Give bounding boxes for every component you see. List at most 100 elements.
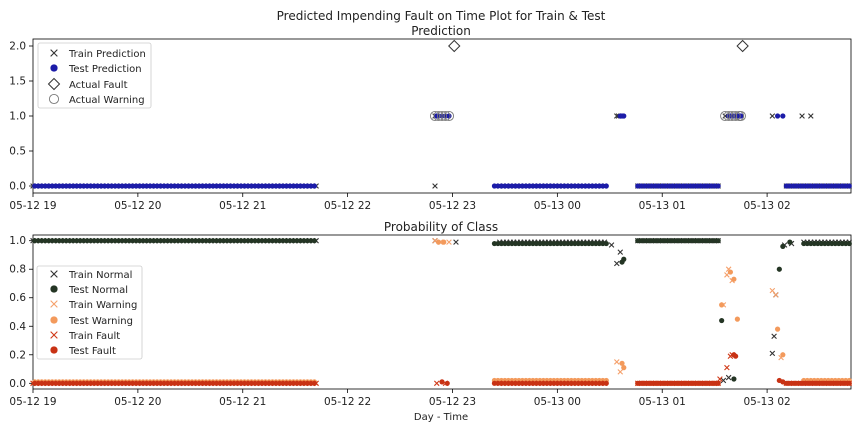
x-axis-label: Day - Time: [414, 412, 468, 423]
point-train-normal: [771, 333, 777, 340]
legend-marker-test-warning: [50, 316, 58, 324]
point-test-normal: [780, 243, 786, 250]
point-train-prediction: [799, 113, 805, 119]
x-tick-label: 05-13 00: [534, 200, 581, 212]
point-actual-warning: [433, 110, 444, 122]
point-test-normal: [719, 317, 725, 324]
x-tick-label: 05-13 02: [743, 396, 790, 408]
x-tick-label: 05-12 22: [324, 200, 371, 212]
point-train-warning: [769, 287, 776, 294]
series-test-prediction: [32, 113, 852, 189]
point-train-warning: [446, 239, 452, 245]
point-test-prediction: [846, 183, 852, 189]
y-tick-label: 0.0: [9, 378, 26, 390]
point-test-fault: [311, 380, 318, 386]
point-actual-warning: [429, 110, 441, 122]
point-train-prediction: [769, 113, 776, 119]
series-test-fault: [32, 352, 852, 386]
point-test-fault: [780, 379, 786, 385]
series-train-normal: [30, 237, 853, 384]
legend-marker-train-fault: [50, 331, 58, 339]
point-actual-warning: [436, 110, 448, 122]
legend-marker-train-prediction: [50, 49, 58, 57]
point-actual-warning: [735, 110, 746, 122]
point-train-fault: [717, 376, 723, 382]
legend-marker-test-fault: [50, 346, 58, 354]
legend-label-train-warning: Train Warning: [68, 300, 137, 311]
prediction-legend-box: [37, 42, 152, 109]
y-tick-label: 0.0: [9, 181, 26, 193]
point-test-warning: [727, 269, 733, 275]
point-test-prediction: [621, 113, 627, 119]
prediction-axes: 05-12 19 05-12 20 05-12 21 05-12 22 05-12 23…: [9, 41, 790, 213]
series-actual-fault: [448, 39, 749, 53]
y-tick-label: 0.6: [9, 292, 26, 304]
point-test-normal: [731, 376, 737, 382]
point-train-prediction: [432, 183, 438, 189]
point-test-warning: [719, 302, 725, 308]
point-test-normal: [787, 239, 793, 245]
point-test-warning: [734, 316, 740, 322]
series-train-prediction: [30, 113, 853, 189]
prediction-marks: [30, 39, 853, 189]
x-tick-label: 05-12 21: [219, 200, 266, 212]
point-test-normal: [311, 238, 318, 244]
point-train-fault: [433, 380, 440, 387]
x-tick-label: 05-13 02: [743, 200, 790, 212]
point-train-normal: [725, 374, 732, 381]
point-test-normal: [715, 238, 721, 244]
figure-title: Predicted Impending Fault on Time Plot f…: [277, 9, 606, 23]
prediction-legend: Train Prediction Test Prediction Actual …: [37, 42, 152, 109]
point-test-warning: [731, 276, 737, 282]
point-train-warning: [773, 292, 779, 298]
x-tick-label: 05-13 01: [639, 200, 686, 212]
point-test-normal: [621, 256, 627, 262]
point-test-warning: [441, 239, 447, 245]
point-train-normal: [453, 239, 459, 245]
legend-label-test-prediction: Test Prediction: [68, 64, 142, 75]
point-test-fault: [846, 380, 852, 386]
point-actual-warning: [727, 110, 738, 122]
point-test-warning: [621, 365, 627, 371]
legend-marker-train-warning: [50, 300, 58, 308]
x-tick-label: 05-12 20: [114, 396, 161, 408]
legend-label-train-fault: Train Fault: [68, 331, 120, 342]
prediction-legend-markers: [47, 49, 61, 105]
point-test-prediction: [774, 113, 781, 119]
point-actual-warning: [723, 110, 734, 122]
point-test-prediction: [603, 183, 609, 189]
legend-label-test-fault: Test Fault: [68, 346, 116, 357]
series-actual-warning: [429, 110, 746, 122]
probability-axes: 05-12 19 05-12 20 05-12 21 05-12 22 05-12 23…: [9, 235, 790, 408]
legend-marker-actual-warning: [48, 93, 60, 105]
series-train-warning: [30, 237, 853, 387]
probability-plot-frame: [32, 234, 852, 390]
legend-label-train-normal: Train Normal: [68, 270, 132, 281]
point-test-fault: [603, 380, 609, 386]
x-tick-label: 05-12 21: [219, 396, 266, 408]
y-tick-label: 0.4: [9, 321, 26, 333]
point-test-warning: [435, 239, 442, 245]
legend-marker-train-normal: [50, 270, 58, 278]
y-tick-label: 0.2: [9, 349, 26, 361]
point-test-fault: [715, 380, 721, 386]
legend-label-train-prediction: Train Prediction: [68, 49, 146, 60]
legend-label-test-warning: Test Warning: [68, 316, 133, 327]
x-tick-label: 05-12 23: [429, 200, 476, 212]
point-train-normal: [608, 242, 615, 248]
legend-label-actual-fault: Actual Fault: [69, 80, 128, 91]
y-tick-label: 1.5: [9, 76, 26, 88]
legend-label-actual-warning: Actual Warning: [69, 95, 145, 106]
point-train-fault: [724, 364, 730, 371]
legend-marker-test-prediction: [50, 64, 58, 72]
probability-marks: [30, 237, 853, 387]
y-tick-label: 1.0: [9, 111, 26, 123]
probability-legend-box: [36, 265, 143, 360]
probability-legend-markers: [50, 270, 58, 354]
x-tick-label: 05-12 19: [9, 396, 56, 408]
point-actual-warning: [720, 110, 731, 122]
y-tick-label: 0.8: [9, 264, 26, 276]
point-test-prediction: [715, 183, 721, 189]
x-tick-label: 05-13 01: [639, 396, 686, 408]
